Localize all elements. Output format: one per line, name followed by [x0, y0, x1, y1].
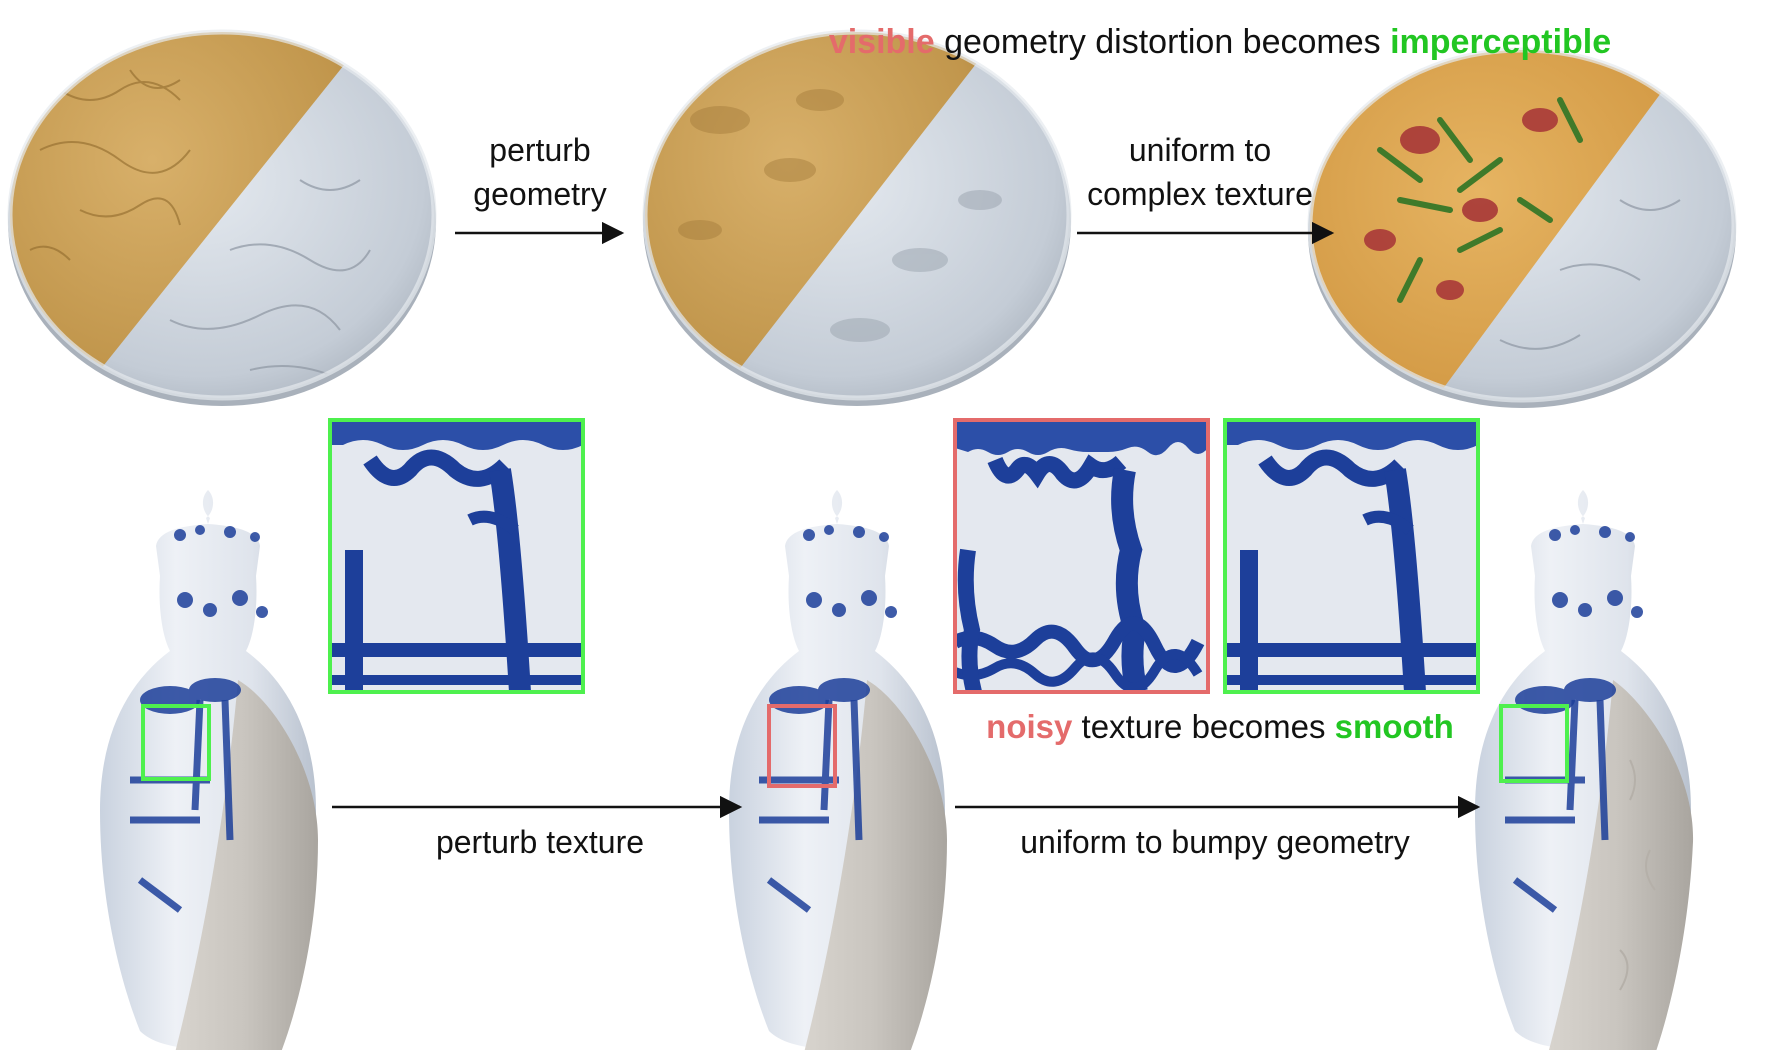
vase-perturbed-texture-render — [729, 490, 947, 1050]
zoom-region-green — [141, 704, 211, 781]
pizza-perturbed-geometry-render — [642, 29, 1072, 406]
caption-highlight-imperceptible: imperceptible — [1390, 23, 1612, 61]
zoom-region-green — [1499, 704, 1569, 783]
label-line: perturb — [489, 132, 591, 168]
label-uniform-to-bumpy: uniform to bumpy geometry — [1020, 824, 1410, 860]
label-uniform-to-complex: uniform to complex texture — [1070, 128, 1330, 216]
pizza-textured-render — [1307, 47, 1737, 408]
label-line: uniform to — [1128, 132, 1272, 168]
zoom-crop-clean — [328, 418, 585, 694]
caption-middle-text: texture becomes — [1072, 708, 1335, 745]
label-perturb-texture: perturb texture — [435, 824, 645, 860]
label-perturb-geometry: perturb geometry — [440, 128, 640, 216]
label-line: geometry — [473, 176, 607, 212]
bottom-caption: noisy texture becomes smooth — [960, 705, 1480, 749]
zoom-region-red — [767, 704, 837, 788]
caption-highlight-smooth: smooth — [1334, 708, 1454, 745]
label-line: complex texture — [1087, 176, 1313, 212]
vase-textured-render — [100, 490, 318, 1050]
caption-highlight-visible: visible — [828, 23, 935, 61]
top-caption: visible geometry distortion becomes impe… — [700, 20, 1740, 64]
pizza-geometry-render — [7, 29, 437, 406]
vase-bumpy-geometry-render — [1475, 490, 1694, 1050]
zoom-crop-noisy — [953, 418, 1210, 694]
zoom-crop-smooth — [1223, 418, 1480, 694]
caption-highlight-noisy: noisy — [986, 708, 1073, 745]
caption-middle-text: geometry distortion becomes — [934, 23, 1391, 61]
